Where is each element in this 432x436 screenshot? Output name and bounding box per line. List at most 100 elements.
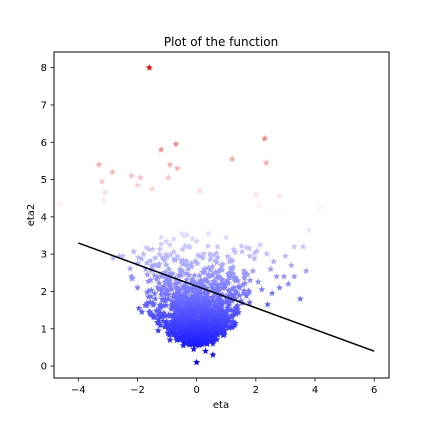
data-point	[206, 255, 214, 263]
data-point	[126, 265, 134, 272]
chart-title: Plot of the function	[164, 35, 278, 49]
data-point	[196, 272, 203, 279]
data-point	[246, 298, 254, 306]
data-point	[148, 185, 156, 192]
y-axis: 0 1 2 3 4 5 6 7 8	[41, 63, 54, 373]
data-point	[174, 252, 181, 260]
data-point	[228, 266, 236, 273]
data-point	[95, 161, 103, 168]
data-point	[171, 327, 178, 334]
data-point	[134, 181, 141, 189]
data-point	[165, 174, 172, 181]
data-point	[205, 230, 212, 237]
data-point	[213, 258, 221, 266]
y-tick-label: 5	[41, 175, 47, 186]
data-point	[108, 168, 116, 176]
data-point	[196, 341, 204, 349]
x-tick-label: 6	[371, 385, 377, 396]
data-point	[209, 340, 217, 347]
data-point	[238, 242, 245, 249]
data-point	[156, 245, 164, 253]
data-point	[150, 301, 157, 308]
data-point	[167, 305, 175, 312]
data-point	[157, 233, 165, 241]
data-point	[192, 341, 200, 349]
data-point	[156, 304, 164, 312]
data-point	[165, 291, 173, 298]
data-point	[191, 272, 199, 279]
y-tick-label: 8	[41, 63, 47, 74]
data-point	[239, 281, 247, 288]
data-point	[273, 272, 280, 280]
data-point	[214, 253, 222, 261]
data-point	[143, 288, 151, 296]
data-point	[251, 254, 258, 262]
data-point	[101, 189, 109, 196]
data-point	[145, 308, 153, 315]
data-point	[264, 300, 272, 308]
data-point	[163, 253, 171, 260]
x-tick-label: −4	[71, 385, 86, 396]
data-point	[166, 241, 174, 248]
data-point	[149, 245, 156, 253]
data-point	[209, 351, 217, 358]
data-point	[175, 272, 183, 279]
data-point	[203, 336, 211, 343]
data-point	[162, 297, 169, 304]
data-point	[252, 190, 260, 198]
data-point	[240, 267, 248, 274]
data-point	[290, 272, 298, 280]
data-point	[156, 250, 163, 258]
data-point	[154, 327, 162, 334]
data-point	[57, 200, 64, 207]
data-point	[224, 252, 232, 260]
data-point	[136, 174, 144, 181]
data-point	[134, 284, 141, 291]
data-point	[139, 250, 147, 258]
data-point	[211, 251, 218, 258]
data-point	[276, 192, 283, 200]
data-point	[156, 321, 164, 329]
data-point	[228, 297, 236, 304]
y-tick-label: 1	[41, 324, 47, 335]
data-point	[243, 292, 250, 299]
data-point	[284, 280, 292, 287]
data-point	[193, 358, 201, 366]
data-point	[238, 248, 246, 255]
data-point	[165, 322, 173, 329]
y-tick-label: 6	[41, 138, 47, 149]
y-axis-label: eta2	[26, 204, 37, 227]
data-point	[138, 255, 146, 262]
y-tick-label: 7	[41, 100, 47, 111]
data-point	[162, 261, 170, 268]
data-point	[148, 262, 156, 269]
data-point	[180, 232, 188, 239]
data-point	[129, 248, 137, 255]
data-point	[196, 187, 204, 194]
data-point	[290, 243, 298, 250]
data-point	[267, 207, 275, 215]
data-point	[138, 308, 146, 315]
data-point	[217, 261, 225, 269]
data-point	[166, 336, 174, 343]
data-point	[157, 291, 165, 298]
data-point	[261, 134, 269, 142]
data-point	[143, 302, 151, 309]
data-point	[202, 347, 209, 355]
x-tick-label: 2	[253, 385, 259, 396]
data-point	[171, 256, 179, 264]
data-point	[179, 341, 187, 349]
data-point	[279, 207, 286, 215]
data-point	[245, 288, 253, 296]
data-point	[179, 245, 187, 253]
data-point	[151, 295, 159, 302]
data-point	[228, 155, 236, 162]
y-tick-label: 3	[41, 250, 47, 261]
data-point	[227, 256, 235, 263]
data-point	[98, 177, 106, 185]
data-point	[203, 340, 211, 347]
data-point	[178, 230, 186, 237]
data-point	[214, 281, 222, 288]
